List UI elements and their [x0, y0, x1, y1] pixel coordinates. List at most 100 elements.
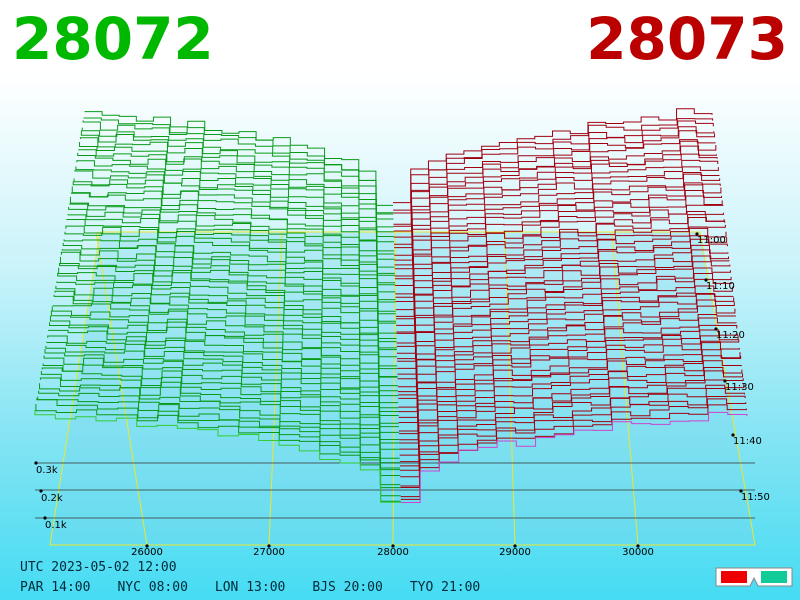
tick: [267, 544, 271, 548]
depth-line: [59, 256, 397, 351]
depth-line: [398, 335, 739, 432]
price-label: 27000: [253, 547, 285, 558]
depth-line: [55, 285, 398, 378]
tick: [636, 544, 640, 548]
depth-line: [47, 335, 399, 428]
depth-line: [48, 329, 399, 424]
time-label: 11:30: [725, 382, 754, 393]
depth-line: [84, 111, 393, 206]
depth-line: [397, 293, 735, 393]
depth-line: [65, 225, 397, 322]
depth-line: [394, 159, 719, 256]
3d-glasses-icon[interactable]: [712, 560, 796, 596]
depth-line: [394, 145, 717, 245]
tick: [731, 433, 735, 437]
tick: [723, 379, 727, 383]
price-grid: [611, 231, 639, 546]
time-label: 11:00: [697, 235, 726, 246]
depth-line: [399, 370, 744, 467]
depth-line: [396, 235, 728, 333]
price-grid: [392, 231, 396, 546]
depth-line: [56, 281, 398, 377]
depth-line: [395, 214, 725, 311]
depth-line: [396, 224, 726, 320]
depth-line: [62, 242, 397, 339]
depth-line: [63, 239, 397, 334]
time-zones: PAR 14:00 NYC 08:00 LON 13:00 BJS 20:00 TYO …: [20, 580, 480, 595]
price-label: 26000: [131, 547, 163, 558]
depth-line: [69, 203, 396, 301]
depth-line: [61, 249, 397, 343]
depth-line: [400, 388, 745, 487]
depth-line: [399, 349, 741, 444]
depth-line: [400, 378, 744, 471]
depth-line: [41, 367, 400, 464]
depth-line: [399, 342, 740, 441]
depth-line: [39, 383, 401, 477]
depth-line: [399, 355, 742, 450]
depth-line: [394, 166, 719, 261]
depth-line: [77, 152, 395, 252]
depth-line: [395, 184, 722, 280]
depth-line: [34, 410, 401, 503]
price-grid: [504, 231, 516, 546]
depth-line: [398, 313, 737, 408]
depth-line: [46, 341, 400, 433]
tick: [34, 461, 38, 465]
depth-line: [397, 293, 734, 388]
price-label: 30000: [622, 547, 654, 558]
depth-line: [393, 139, 716, 232]
depth-line: [72, 181, 395, 276]
time-zone: NYC 08:00: [117, 580, 188, 595]
tick: [513, 544, 517, 548]
depth-line: [73, 178, 395, 274]
depth-line: [396, 249, 730, 347]
depth-line: [78, 149, 395, 243]
tick: [43, 516, 47, 520]
depth-line: [42, 363, 400, 459]
depth-line: [40, 371, 400, 469]
depth-line: [58, 267, 398, 367]
depth-line: [398, 305, 736, 399]
utc-time: UTC 2023-05-02 12:00: [20, 560, 177, 575]
depth-label: 0.1k: [45, 520, 67, 531]
bid-price: 28072: [12, 5, 214, 73]
depth-line: [75, 166, 395, 260]
depth-line: [81, 127, 394, 220]
tick: [739, 489, 743, 493]
depth-line: [60, 251, 397, 349]
tick: [704, 278, 708, 282]
depth-line: [49, 322, 399, 417]
time-zone: TYO 21:00: [409, 580, 481, 595]
depth-line: [79, 137, 394, 233]
time-zone: LON 13:00: [214, 580, 286, 595]
depth-line: [394, 153, 718, 249]
depth-line: [68, 206, 396, 303]
tick: [695, 232, 699, 236]
depth-line: [397, 278, 733, 375]
tick: [714, 327, 718, 331]
depth-line: [37, 396, 401, 489]
depth-line: [67, 214, 396, 312]
depth-line: [393, 108, 713, 204]
depth-line: [399, 339, 740, 435]
price-grid: [268, 231, 283, 546]
depth-line: [394, 182, 721, 277]
depth-line: [64, 231, 397, 324]
depth-line: [52, 303, 399, 397]
depth-line: [43, 355, 400, 450]
depth-line: [44, 349, 400, 444]
depth-line: [45, 345, 400, 440]
depth-line: [70, 192, 396, 286]
time-label: 11:50: [741, 492, 770, 503]
depth-line: [398, 317, 737, 413]
depth-line: [51, 306, 399, 404]
depth-line: [397, 261, 731, 360]
depth-line: [398, 324, 738, 418]
tick: [391, 544, 395, 548]
time-label: 11:40: [733, 436, 762, 447]
depth-line: [79, 141, 394, 237]
depth-line: [54, 290, 398, 387]
depth-line: [57, 272, 398, 370]
